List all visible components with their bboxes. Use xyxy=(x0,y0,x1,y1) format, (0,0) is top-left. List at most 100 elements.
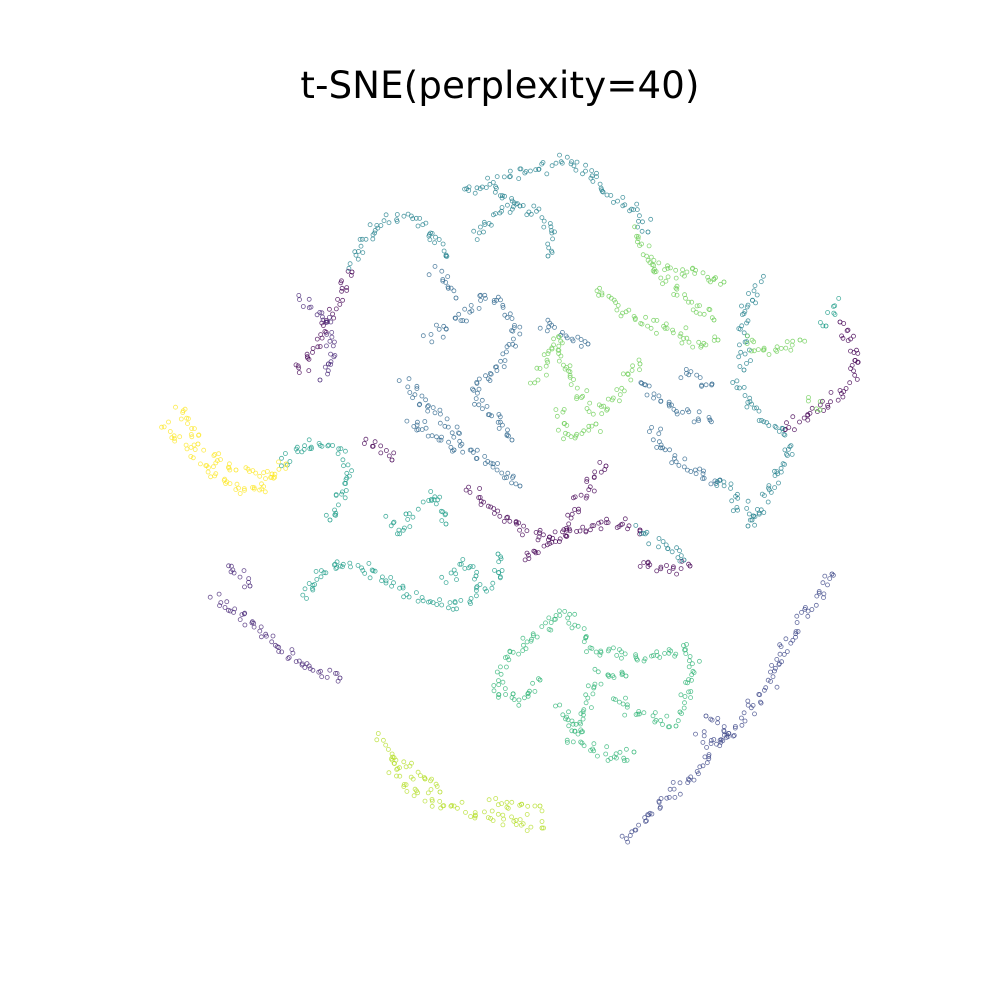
data-point xyxy=(569,718,575,724)
data-point xyxy=(678,692,684,698)
data-point xyxy=(533,167,539,173)
data-point xyxy=(589,523,595,529)
data-point xyxy=(378,450,384,456)
data-point xyxy=(451,288,457,294)
data-point xyxy=(629,367,635,373)
data-point xyxy=(687,654,693,659)
data-point xyxy=(451,803,457,809)
data-point xyxy=(677,333,683,339)
data-point xyxy=(696,339,702,345)
data-point xyxy=(770,674,776,680)
data-point xyxy=(474,380,480,386)
data-point xyxy=(161,424,167,430)
data-point xyxy=(556,334,562,340)
data-point xyxy=(692,467,698,473)
data-point xyxy=(241,611,247,617)
data-point xyxy=(605,396,611,402)
data-point xyxy=(331,315,337,321)
data-point xyxy=(316,669,322,675)
data-point xyxy=(828,389,834,395)
data-point xyxy=(467,489,473,495)
data-point xyxy=(463,318,469,324)
data-point xyxy=(634,233,639,239)
data-point xyxy=(269,639,275,645)
data-point xyxy=(546,348,552,354)
data-point xyxy=(433,322,439,328)
data-point xyxy=(657,655,663,660)
data-point xyxy=(637,564,643,569)
data-point xyxy=(789,451,795,457)
data-point xyxy=(315,344,321,350)
data-point xyxy=(744,320,749,326)
data-point xyxy=(637,213,642,219)
data-point xyxy=(549,163,555,169)
data-point xyxy=(251,485,257,491)
data-point xyxy=(237,574,243,580)
data-point xyxy=(715,337,721,343)
data-point xyxy=(196,432,201,438)
data-point xyxy=(302,665,308,670)
data-point xyxy=(310,349,315,355)
data-point xyxy=(401,759,407,765)
data-point xyxy=(498,671,504,677)
data-point xyxy=(397,773,403,779)
data-point xyxy=(443,253,449,259)
data-point xyxy=(575,731,581,737)
data-point xyxy=(183,442,189,448)
data-point xyxy=(569,336,575,342)
data-point xyxy=(513,822,519,827)
data-point xyxy=(581,743,587,749)
data-point xyxy=(585,695,591,701)
data-point xyxy=(572,507,577,512)
data-point xyxy=(453,315,459,321)
data-point xyxy=(390,520,396,526)
data-point xyxy=(817,402,823,408)
data-point xyxy=(741,330,747,336)
data-point xyxy=(425,408,431,414)
data-point xyxy=(499,193,505,199)
data-point xyxy=(669,402,674,408)
data-point xyxy=(482,295,488,301)
data-point xyxy=(304,661,310,666)
data-point xyxy=(792,427,797,433)
data-point xyxy=(528,211,534,217)
data-point xyxy=(687,563,693,569)
data-point xyxy=(745,399,751,405)
data-point xyxy=(712,478,718,484)
data-point xyxy=(619,833,625,839)
data-point xyxy=(583,700,589,706)
data-point xyxy=(605,406,610,412)
data-point xyxy=(656,260,662,266)
data-point xyxy=(428,496,434,502)
data-point xyxy=(537,527,543,533)
data-point xyxy=(457,430,462,436)
data-point xyxy=(439,518,445,523)
data-point xyxy=(579,431,585,436)
data-point xyxy=(472,190,478,196)
data-point xyxy=(681,336,686,341)
data-point xyxy=(495,419,501,425)
data-point xyxy=(285,656,291,661)
data-point xyxy=(222,605,228,610)
data-point xyxy=(574,529,579,534)
data-point xyxy=(567,374,573,380)
data-point xyxy=(299,662,305,668)
data-point xyxy=(660,281,665,287)
data-point xyxy=(499,205,505,210)
data-point xyxy=(320,323,326,328)
data-point xyxy=(445,285,451,291)
data-point xyxy=(598,429,603,434)
data-point xyxy=(485,815,491,820)
data-point xyxy=(360,250,366,256)
data-point xyxy=(500,822,506,828)
data-point xyxy=(245,466,251,472)
data-point xyxy=(473,573,479,579)
data-point xyxy=(437,799,443,804)
data-point xyxy=(300,304,306,309)
data-point xyxy=(569,728,575,734)
data-point xyxy=(825,582,830,588)
data-point xyxy=(633,523,639,528)
data-point xyxy=(684,269,690,275)
data-point xyxy=(745,698,751,704)
data-point xyxy=(306,296,312,302)
